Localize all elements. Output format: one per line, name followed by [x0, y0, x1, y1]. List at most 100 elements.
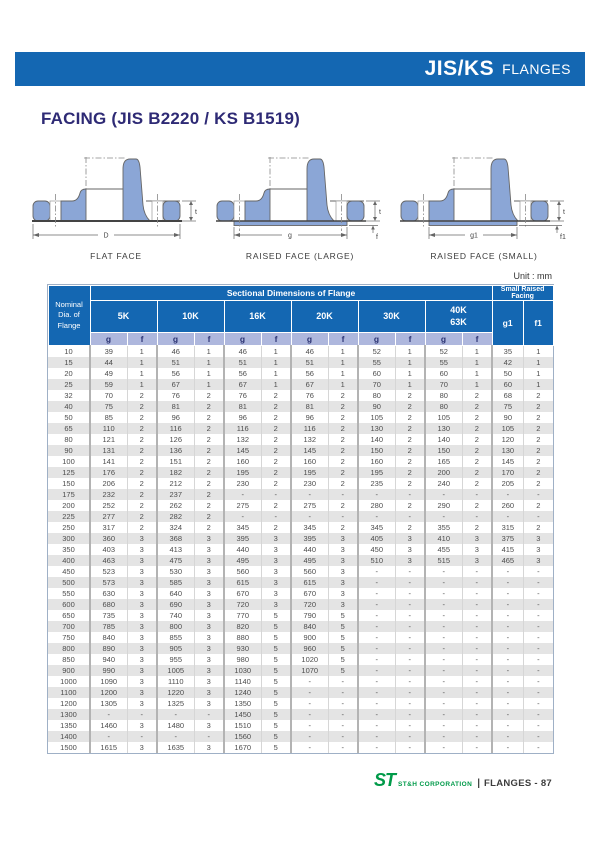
value-cell: -	[424, 643, 462, 654]
value-cell: 2	[126, 511, 158, 522]
value-cell: 3	[327, 577, 359, 588]
value-cell: 5	[260, 709, 292, 720]
f-subheader: f	[394, 332, 426, 346]
value-cell: 56	[156, 368, 194, 379]
value-cell: 176	[89, 467, 127, 478]
value-cell: -	[461, 643, 494, 654]
value-cell: -	[357, 687, 395, 698]
value-cell: -	[522, 599, 554, 610]
value-cell: 3	[522, 555, 554, 566]
table-row: 150 206 2 212 2 230 2 230 2 235 2 240 2 205 2	[48, 478, 554, 489]
value-cell: 232	[89, 489, 127, 500]
value-cell: 3	[193, 610, 225, 621]
value-cell: 2	[522, 412, 554, 423]
value-cell: -	[357, 643, 395, 654]
value-cell: -	[424, 665, 462, 676]
value-cell: 1635	[156, 742, 194, 753]
value-cell: 2	[522, 500, 554, 511]
value-cell: 2	[327, 522, 359, 533]
table-row: 350 403 3 413 3 440 3 440 3 450 3 455 3 415 3	[48, 544, 554, 555]
value-cell: 510	[357, 555, 395, 566]
page-title: FACING (JIS B2220 / KS B1519)	[41, 109, 301, 128]
value-cell: 395	[223, 533, 261, 544]
value-cell: 1	[461, 368, 494, 379]
value-cell: 355	[424, 522, 462, 533]
value-cell: 5	[260, 665, 292, 676]
value-cell: -	[461, 665, 494, 676]
value-cell: 2	[193, 401, 225, 412]
value-cell: 131	[89, 445, 127, 456]
value-cell: -	[394, 577, 426, 588]
nominal-dia-cell: 900	[48, 665, 91, 676]
value-cell: 200	[424, 467, 462, 478]
value-cell: -	[491, 577, 524, 588]
value-cell: -	[357, 742, 395, 753]
value-cell: -	[357, 489, 395, 500]
value-cell: 410	[424, 533, 462, 544]
nominal-dia-cell: 800	[48, 643, 91, 654]
value-cell: 1	[327, 345, 359, 357]
value-cell: 39	[89, 345, 127, 357]
value-cell: -	[424, 632, 462, 643]
value-cell: 440	[223, 544, 261, 555]
value-cell: 67	[290, 379, 328, 390]
value-cell: 260	[491, 500, 524, 511]
value-cell: 2	[327, 456, 359, 467]
g1-column-header: g1	[491, 300, 524, 346]
value-cell: 110	[89, 423, 127, 434]
value-cell: 5	[260, 731, 292, 742]
value-cell: 440	[290, 544, 328, 555]
value-cell: -	[424, 698, 462, 709]
value-cell: 2	[193, 412, 225, 423]
value-cell: 855	[156, 632, 194, 643]
value-cell: 615	[223, 577, 261, 588]
g-subheader: g	[290, 332, 329, 346]
value-cell: 375	[491, 533, 524, 544]
value-cell: 121	[89, 434, 127, 445]
value-cell: 3	[327, 544, 359, 555]
class-header-20k: 20K	[290, 300, 359, 333]
small-raised-facing-header: Small Raised Facing	[491, 285, 554, 301]
value-cell: -	[327, 676, 359, 687]
value-cell: 280	[357, 500, 395, 511]
value-cell: -	[394, 632, 426, 643]
value-cell: -	[522, 610, 554, 621]
dimension-label-main: g	[288, 233, 292, 240]
value-cell: 1510	[223, 720, 261, 731]
table-row: 50 85 2 96 2 96 2 96 2 105 2 105 2 90 2	[48, 412, 554, 423]
value-cell: 1240	[223, 687, 261, 698]
unit-label: Unit : mm	[513, 271, 552, 281]
value-cell: 81	[223, 401, 261, 412]
value-cell: 160	[290, 456, 328, 467]
value-cell: -	[394, 676, 426, 687]
value-cell: 55	[357, 357, 395, 368]
value-cell: -	[394, 654, 426, 665]
value-cell: -	[461, 742, 494, 753]
value-cell: 52	[357, 345, 395, 357]
value-cell: -	[290, 687, 328, 698]
value-cell: -	[491, 632, 524, 643]
table-row: 20 49 1 56 1 56 1 56 1 60 1 60 1 50 1	[48, 368, 554, 379]
value-cell: 2	[394, 434, 426, 445]
table-row: 200 252 2 262 2 275 2 275 2 280 2 290 2 260 2	[48, 500, 554, 511]
nominal-dia-cell: 1350	[48, 720, 91, 731]
value-cell: 1350	[223, 698, 261, 709]
value-cell: 151	[156, 456, 194, 467]
value-cell: -	[491, 720, 524, 731]
value-cell: 3	[193, 654, 225, 665]
value-cell: 85	[89, 412, 127, 423]
value-cell: 1460	[89, 720, 127, 731]
value-cell: -	[126, 731, 158, 742]
value-cell: 2	[260, 390, 292, 401]
value-cell: 790	[290, 610, 328, 621]
value-cell: 3	[522, 544, 554, 555]
table-row: 25 59 1 67 1 67 1 67 1 70 1 70 1 60 1	[48, 379, 554, 390]
value-cell: 3	[126, 533, 158, 544]
value-cell: 145	[223, 445, 261, 456]
value-cell: 3	[193, 687, 225, 698]
footer-separator: |	[477, 778, 480, 789]
nominal-dia-cell: 850	[48, 654, 91, 665]
value-cell: 212	[156, 478, 194, 489]
value-cell: -	[461, 599, 494, 610]
value-cell: 132	[290, 434, 328, 445]
